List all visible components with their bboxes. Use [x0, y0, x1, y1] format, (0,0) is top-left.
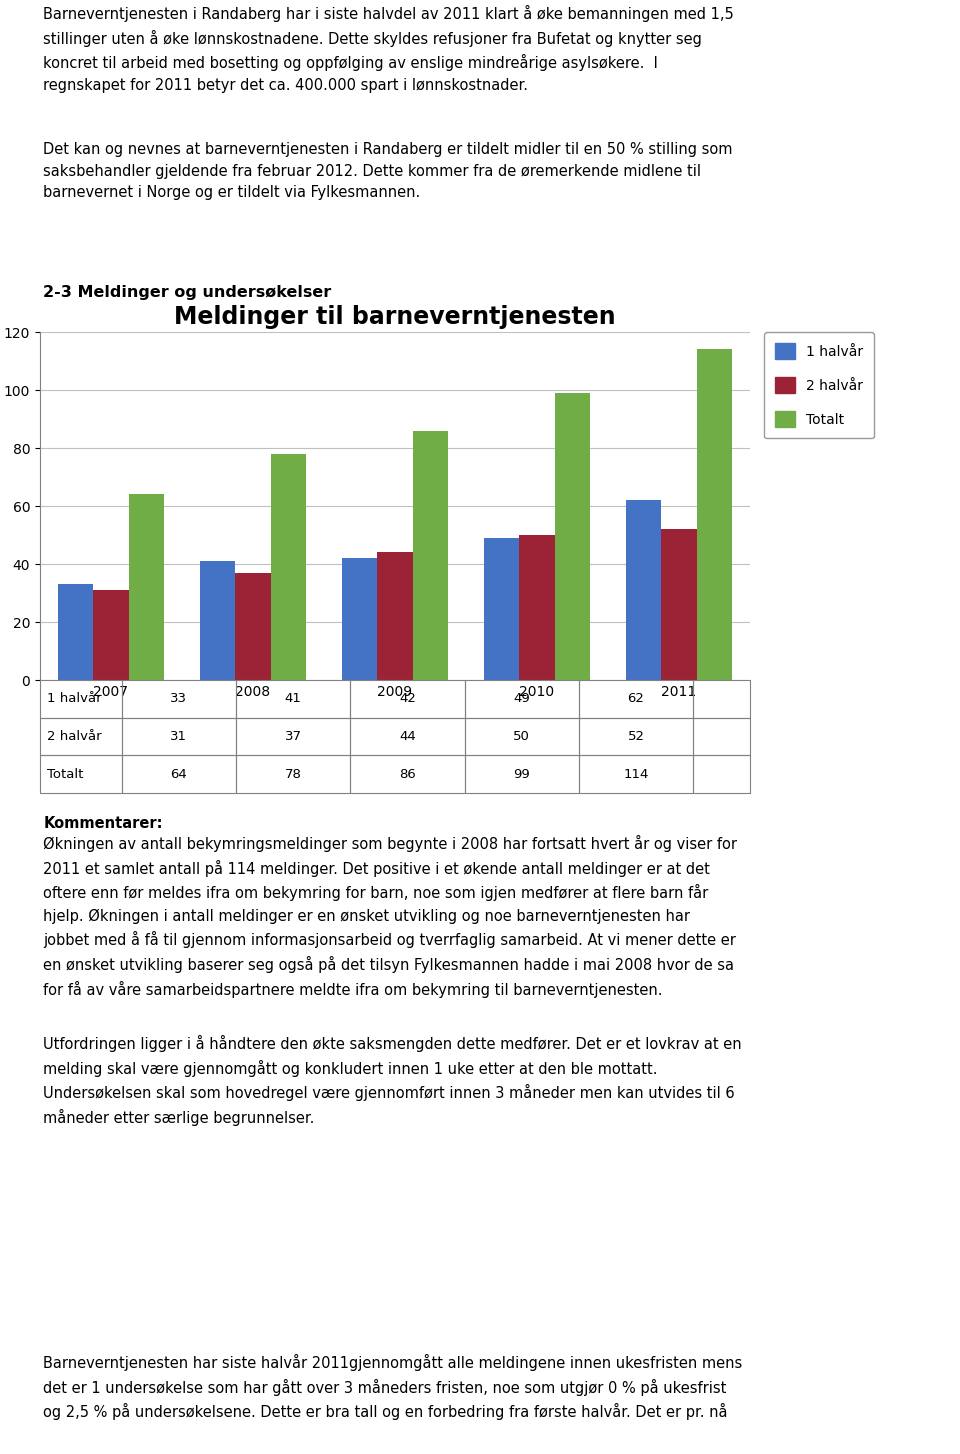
Bar	[271, 454, 306, 680]
Text: Barneverntjenesten i Randaberg har i siste halvdel av 2011 klart å øke bemanning: Barneverntjenesten i Randaberg har i sis…	[43, 4, 734, 93]
Bar	[693, 680, 750, 718]
Text: 41: 41	[285, 692, 301, 705]
Bar	[122, 755, 236, 792]
Bar	[519, 535, 555, 680]
Bar	[350, 755, 465, 792]
Bar	[342, 558, 377, 680]
Text: Utfordringen ligger i å håndtere den økte saksmengden dette medfører. Det er et : Utfordringen ligger i å håndtere den økt…	[43, 1035, 742, 1127]
Text: 44: 44	[399, 730, 416, 743]
Bar	[58, 585, 93, 680]
Bar	[236, 718, 350, 755]
Bar	[693, 755, 750, 792]
Text: 49: 49	[514, 692, 530, 705]
Bar	[236, 755, 350, 792]
Text: 78: 78	[285, 768, 301, 781]
Bar	[122, 718, 236, 755]
Text: 31: 31	[170, 730, 187, 743]
Bar	[626, 500, 661, 680]
Bar	[122, 680, 236, 718]
Text: 2 halvår: 2 halvår	[46, 730, 101, 743]
Bar	[484, 538, 519, 680]
Bar	[40, 718, 122, 755]
Text: Det kan og nevnes at barneverntjenesten i Randaberg er tildelt midler til en 50 : Det kan og nevnes at barneverntjenesten …	[43, 142, 732, 201]
Text: Barneverntjenesten har siste halvår 2011gjennomgått alle meldingene innen ukesfr: Barneverntjenesten har siste halvår 2011…	[43, 1354, 742, 1421]
Bar	[465, 680, 579, 718]
Bar	[697, 349, 732, 680]
Text: Totalt: Totalt	[46, 768, 83, 781]
Bar	[129, 494, 164, 680]
Text: 2-3 Meldinger og undersøkelser: 2-3 Meldinger og undersøkelser	[43, 285, 331, 300]
Title: Meldinger til barneverntjenesten: Meldinger til barneverntjenesten	[174, 305, 615, 329]
Bar	[579, 755, 693, 792]
Text: 37: 37	[284, 730, 301, 743]
Text: 50: 50	[514, 730, 530, 743]
Bar	[350, 718, 465, 755]
Text: Kommentarer:: Kommentarer:	[43, 816, 162, 832]
Text: 52: 52	[628, 730, 644, 743]
Legend: 1 halvår, 2 halvår, Totalt: 1 halvår, 2 halvår, Totalt	[764, 332, 875, 439]
Bar	[40, 755, 122, 792]
Bar	[465, 755, 579, 792]
Bar	[579, 680, 693, 718]
Bar	[579, 718, 693, 755]
Text: 1 halvår: 1 halvår	[46, 692, 101, 705]
Text: 62: 62	[628, 692, 644, 705]
Bar	[236, 680, 350, 718]
Bar	[350, 680, 465, 718]
Bar	[377, 553, 413, 680]
Bar	[235, 573, 271, 680]
Bar	[200, 561, 235, 680]
Bar	[40, 680, 122, 718]
Text: 33: 33	[170, 692, 187, 705]
Bar	[693, 718, 750, 755]
Bar	[93, 590, 129, 680]
Bar	[555, 393, 590, 680]
Text: 64: 64	[171, 768, 187, 781]
Text: Økningen av antall bekymringsmeldinger som begynte i 2008 har fortsatt hvert år : Økningen av antall bekymringsmeldinger s…	[43, 835, 737, 997]
Text: 99: 99	[514, 768, 530, 781]
Bar	[661, 529, 697, 680]
Text: 42: 42	[399, 692, 416, 705]
Text: 86: 86	[399, 768, 416, 781]
Text: 114: 114	[623, 768, 649, 781]
Bar	[413, 430, 448, 680]
Bar	[465, 718, 579, 755]
